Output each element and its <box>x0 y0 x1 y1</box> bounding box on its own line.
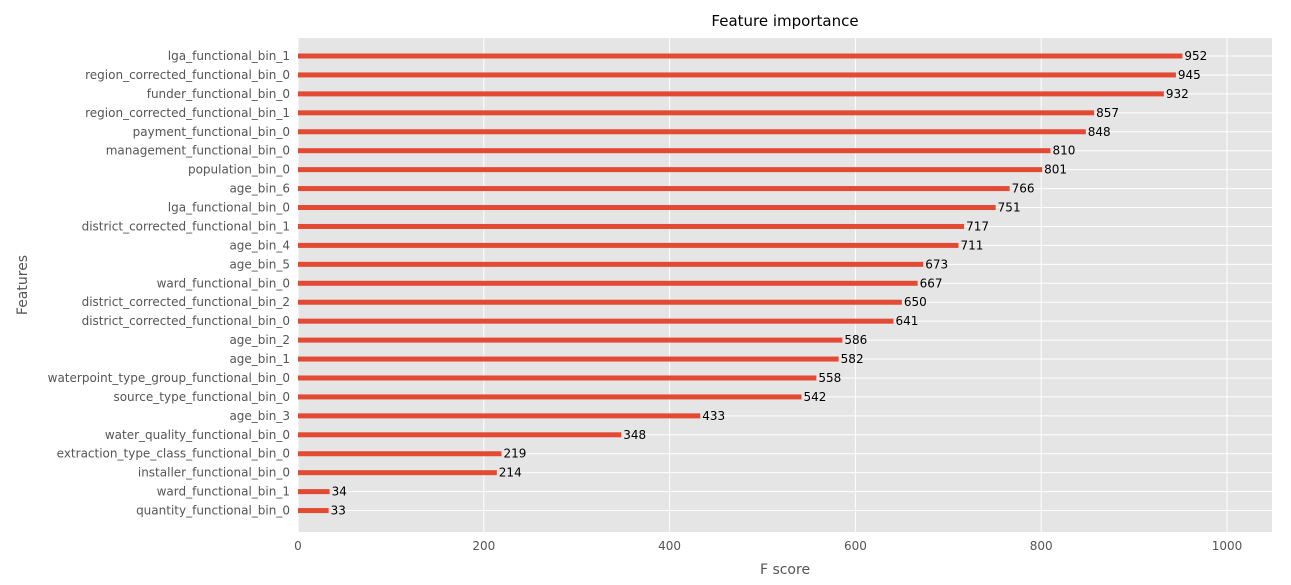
bar <box>298 167 1043 173</box>
y-tick-label: ward_functional_bin_1 <box>157 485 290 499</box>
y-tick-label: age_bin_6 <box>229 182 290 196</box>
y-tick-label: district_corrected_functional_bin_1 <box>82 219 290 233</box>
bar <box>298 110 1095 116</box>
data-label: 34 <box>332 485 347 499</box>
bar <box>298 394 802 400</box>
data-labels: 952 945 932 857 848 810 801 766 751 717 711 673 667 6… <box>331 49 1208 518</box>
y-tick-label: quantity_functional_bin_0 <box>136 504 290 518</box>
y-tick-label: district_corrected_functional_bin_2 <box>82 295 290 309</box>
bar <box>298 432 622 438</box>
x-axis-label: F score <box>760 562 810 578</box>
data-label: 348 <box>623 428 646 442</box>
y-tick-label: lga_functional_bin_0 <box>168 201 290 215</box>
data-label: 650 <box>904 295 927 309</box>
y-axis-label: Features <box>15 255 31 315</box>
y-tick-label: ward_functional_bin_0 <box>157 276 290 290</box>
data-label: 932 <box>1166 87 1189 101</box>
bar <box>298 91 1164 97</box>
data-label: 582 <box>841 352 864 366</box>
data-label: 766 <box>1012 182 1035 196</box>
data-label: 641 <box>895 314 918 328</box>
data-label: 801 <box>1044 163 1067 177</box>
data-label: 751 <box>998 201 1021 215</box>
y-tick-label: age_bin_1 <box>229 352 290 366</box>
y-tick-label: age_bin_4 <box>229 238 290 252</box>
bar <box>298 508 329 514</box>
y-tick-label: region_corrected_functional_bin_0 <box>85 68 290 82</box>
y-tick-label: population_bin_0 <box>188 163 290 177</box>
y-tick-label: management_functional_bin_0 <box>106 144 290 158</box>
y-tick-label: source_type_functional_bin_0 <box>113 390 290 404</box>
x-tick-label: 800 <box>1030 539 1053 553</box>
data-label: 810 <box>1052 144 1075 158</box>
bar <box>298 470 497 476</box>
y-tick-label: age_bin_2 <box>229 333 290 347</box>
y-tick-labels: lga_functional_bin_1 region_corrected_fun… <box>48 49 290 518</box>
bar <box>298 318 894 324</box>
bar <box>298 280 918 286</box>
x-tick-label: 0 <box>294 539 302 553</box>
x-tick-label: 200 <box>472 539 495 553</box>
bar <box>298 261 924 267</box>
bars <box>298 53 1183 514</box>
data-label: 586 <box>844 333 867 347</box>
bar <box>298 413 701 419</box>
y-tick-label: age_bin_3 <box>229 409 290 423</box>
data-label: 945 <box>1178 68 1201 82</box>
data-label: 711 <box>961 238 984 252</box>
data-label: 558 <box>818 371 841 385</box>
bar <box>298 451 502 457</box>
data-label: 33 <box>331 504 346 518</box>
bar <box>298 375 817 381</box>
data-label: 717 <box>966 219 989 233</box>
x-tick-label: 400 <box>658 539 681 553</box>
y-tick-label: installer_functional_bin_0 <box>138 466 290 480</box>
bar <box>298 72 1176 78</box>
data-label: 848 <box>1088 125 1111 139</box>
bar <box>298 299 902 305</box>
y-tick-label: age_bin_5 <box>229 257 290 271</box>
bar <box>298 129 1086 135</box>
y-tick-label: region_corrected_functional_bin_1 <box>85 106 290 120</box>
bar <box>298 489 330 495</box>
y-tick-label: district_corrected_functional_bin_0 <box>82 314 290 328</box>
y-tick-label: water_quality_functional_bin_0 <box>105 428 290 442</box>
y-tick-label: funder_functional_bin_0 <box>147 87 290 101</box>
data-label: 433 <box>702 409 725 423</box>
bar <box>298 337 843 343</box>
data-label: 219 <box>503 447 526 461</box>
bar <box>298 356 839 362</box>
chart-title: Feature importance <box>711 12 858 30</box>
data-label: 857 <box>1096 106 1119 120</box>
bar <box>298 223 965 229</box>
data-label: 667 <box>920 276 943 290</box>
data-label: 214 <box>499 466 522 480</box>
y-tick-label: waterpoint_type_group_functional_bin_0 <box>48 371 290 385</box>
bar <box>298 242 959 248</box>
y-tick-label: payment_functional_bin_0 <box>133 125 290 139</box>
x-tick-label: 1000 <box>1212 539 1243 553</box>
x-tick-labels: 0 200 400 600 800 1000 <box>294 539 1242 553</box>
y-tick-label: extraction_type_class_functional_bin_0 <box>57 447 290 461</box>
bar <box>298 148 1051 154</box>
data-label: 542 <box>804 390 827 404</box>
y-tick-label: lga_functional_bin_1 <box>168 49 290 63</box>
data-label: 673 <box>925 257 948 271</box>
bar <box>298 205 996 211</box>
data-label: 952 <box>1184 49 1207 63</box>
x-tick-label: 600 <box>844 539 867 553</box>
bar <box>298 53 1183 59</box>
bar <box>298 186 1010 192</box>
